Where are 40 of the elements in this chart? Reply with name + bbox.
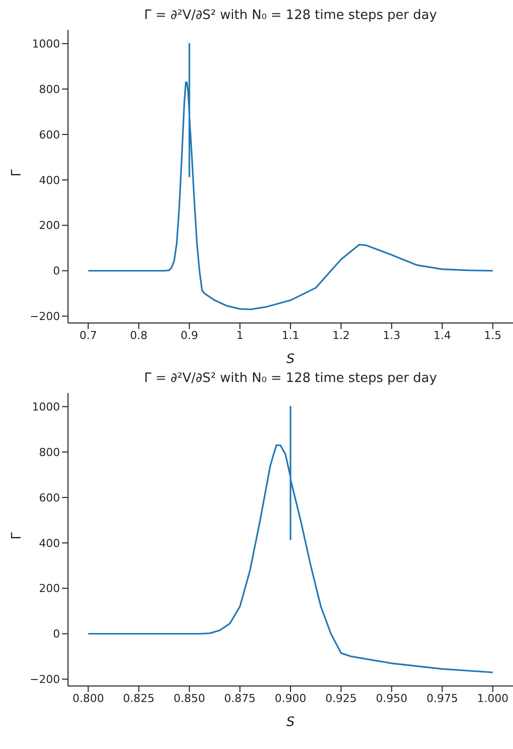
y-tick-label: −200	[30, 673, 60, 686]
x-tick-label: 0.7	[79, 328, 97, 342]
y-tick-label: 800	[39, 82, 60, 96]
y-tick-label: 200	[39, 219, 60, 232]
x-tick-label: 1.4	[433, 328, 451, 342]
y-tick-label: 600	[39, 491, 60, 504]
x-tick-label: 0.850	[174, 692, 206, 705]
x-tick-label: 1.1	[282, 328, 300, 342]
y-tick-label: −200	[30, 310, 60, 324]
y-tick-label: 400	[39, 536, 60, 550]
x-tick-label: 1.000	[477, 692, 509, 705]
y-tick-label: 400	[39, 174, 60, 187]
x-tick-label: 0.825	[123, 692, 155, 705]
x-tick-label: 0.900	[274, 692, 306, 705]
x-axis-title: S	[286, 352, 295, 367]
x-tick-label: 0.800	[72, 692, 104, 705]
y-tick-label: 0	[53, 628, 60, 641]
x-tick-label: 1.2	[332, 328, 350, 342]
x-tick-label: 0.8	[130, 328, 148, 342]
chart-title: Γ = ∂²V/∂S² with N₀ = 128 time steps per day	[143, 371, 438, 388]
line-series	[87, 406, 494, 674]
y-tick-label: 0	[53, 264, 60, 278]
y-tick-label: 800	[39, 446, 60, 459]
x-tick-label: 1.5	[484, 328, 502, 342]
y-tick-label: 1000	[32, 400, 60, 414]
x-tick-label: 0.950	[376, 692, 408, 705]
x-tick-label: 0.875	[224, 692, 256, 705]
x-tick-label: 1.3	[382, 328, 400, 342]
x-tick-label: 0.9	[180, 328, 198, 342]
y-axis-title: Γ	[10, 168, 25, 176]
x-tick-label: 0.975	[426, 692, 458, 705]
line-series	[87, 42, 494, 310]
y-tick-label: 600	[39, 128, 60, 142]
x-tick-label: 1	[236, 328, 244, 342]
chart-title: Γ = ∂²V/∂S² with N₀ = 128 time steps per day	[143, 8, 438, 25]
y-axis-title: Γ	[10, 532, 25, 540]
y-tick-label: 1000	[32, 38, 60, 51]
y-tick-label: 200	[39, 582, 60, 596]
x-tick-label: 0.925	[325, 692, 357, 705]
x-axis-title: S	[286, 715, 295, 730]
